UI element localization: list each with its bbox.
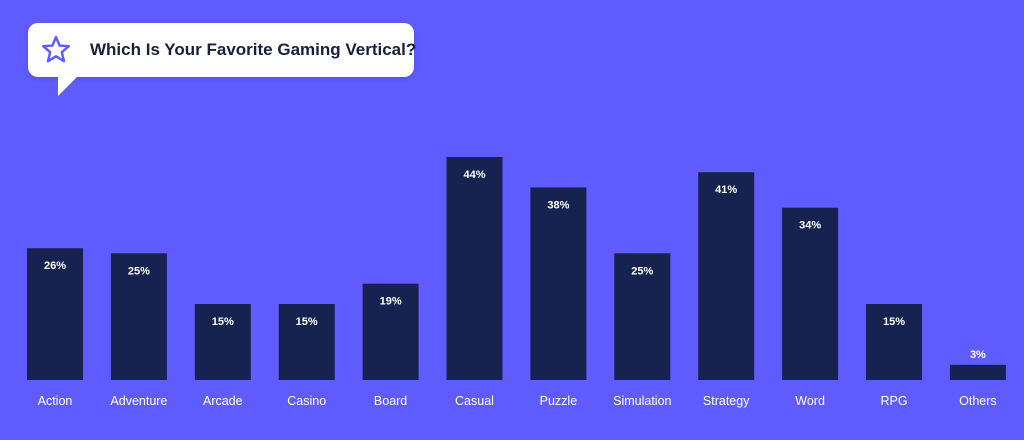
bar-simulation: [614, 253, 671, 380]
bar-action: [27, 248, 83, 380]
value-label-word: 34%: [799, 220, 821, 232]
category-label-arcade: Arcade: [203, 394, 243, 408]
bar-casual: [446, 157, 503, 380]
value-label-adventure: 25%: [128, 265, 150, 277]
bar-strategy: [698, 172, 755, 380]
bar-casino: [278, 304, 335, 380]
bar-rpg: [866, 304, 922, 380]
category-label-others: Others: [959, 394, 997, 408]
category-label-puzzle: Puzzle: [540, 394, 578, 408]
value-label-puzzle: 38%: [547, 199, 569, 211]
value-label-strategy: 41%: [715, 184, 737, 196]
category-label-word: Word: [795, 394, 825, 408]
bar-others: [949, 364, 1006, 380]
bar-arcade: [194, 304, 251, 380]
category-label-action: Action: [38, 394, 73, 408]
value-label-arcade: 15%: [212, 316, 234, 328]
category-label-rpg: RPG: [880, 394, 907, 408]
category-label-board: Board: [374, 394, 407, 408]
bar-adventure: [110, 253, 167, 380]
value-label-board: 19%: [380, 296, 402, 308]
chart-title: Which Is Your Favorite Gaming Vertical?: [90, 40, 417, 59]
title-bubble: Which Is Your Favorite Gaming Vertical?: [28, 23, 417, 77]
value-label-simulation: 25%: [631, 265, 653, 277]
value-label-casino: 15%: [296, 316, 318, 328]
category-label-casino: Casino: [287, 394, 326, 408]
bubble-tail: [58, 74, 80, 96]
category-label-simulation: Simulation: [613, 394, 671, 408]
category-label-adventure: Adventure: [110, 394, 167, 408]
category-label-strategy: Strategy: [703, 394, 750, 408]
star-icon: [42, 35, 70, 63]
value-label-action: 26%: [44, 260, 66, 272]
bar-board: [362, 283, 419, 380]
value-label-casual: 44%: [463, 169, 485, 181]
category-label-casual: Casual: [455, 394, 494, 408]
bar-word: [782, 207, 839, 380]
bar-puzzle: [530, 187, 587, 380]
value-label-others: 3%: [970, 349, 986, 361]
value-label-rpg: 15%: [883, 316, 905, 328]
